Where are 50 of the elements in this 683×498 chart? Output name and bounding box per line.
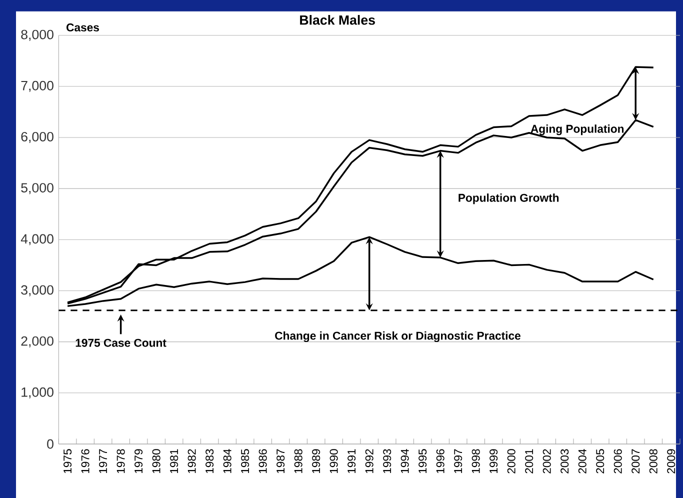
- x-tick-label: 1979: [134, 449, 143, 474]
- x-tick-label: 1990: [330, 449, 338, 474]
- y-tick-label: 0: [47, 439, 54, 449]
- x-tick-label: 2006: [614, 449, 622, 474]
- annotation: Change in Cancer Risk or Diagnostic Practice: [275, 331, 520, 342]
- chart-title: Black Males: [300, 14, 375, 25]
- x-tick-label: 1976: [81, 449, 90, 474]
- x-tick-label: 2003: [560, 449, 569, 474]
- x-tick-label: 1982: [188, 449, 196, 474]
- y-tick-label: 8,000: [21, 30, 54, 41]
- y-tick-label: 6,000: [21, 132, 54, 144]
- x-tick-label: 2005: [596, 449, 604, 474]
- x-tick-label: 1986: [258, 449, 267, 474]
- annotation: Population Growth: [458, 194, 559, 204]
- x-tick-label: 1994: [400, 449, 409, 474]
- x-tick-label: 1983: [206, 449, 214, 474]
- x-tick-label: 1992: [365, 449, 374, 474]
- x-tick-label: 1999: [490, 449, 498, 474]
- x-tick-label: 1988: [294, 449, 302, 474]
- x-tick-label: 1996: [436, 449, 444, 474]
- x-tick-label: 2008: [649, 449, 658, 474]
- y-tick-label: 1,000: [22, 387, 54, 398]
- x-tick-label: 2000: [507, 449, 516, 474]
- x-tick-label: 1975: [64, 449, 72, 474]
- x-tick-label: 1985: [241, 449, 250, 474]
- x-tick-label: 1995: [418, 449, 427, 474]
- x-tick-label: 2009: [667, 449, 676, 474]
- y-tick-label: 3,000: [21, 285, 54, 296]
- x-tick-label: 2007: [632, 449, 640, 474]
- x-tick-label: 1980: [152, 449, 160, 474]
- x-tick-label: 2001: [525, 449, 534, 474]
- y-axis-title: Cases: [66, 23, 99, 32]
- x-tick-label: 1978: [116, 449, 125, 474]
- x-tick-label: 1977: [99, 449, 108, 474]
- x-tick-label: 1991: [348, 449, 356, 474]
- x-tick-label: 1998: [472, 449, 480, 474]
- x-tick-label: 1997: [454, 449, 462, 474]
- x-tick-label: 2004: [578, 449, 586, 474]
- y-tick-label: 5,000: [21, 183, 54, 194]
- y-tick-label: 4,000: [20, 234, 54, 246]
- x-tick-label: 2002: [542, 449, 551, 474]
- annotation: Aging Population: [530, 124, 624, 136]
- x-tick-label: 1993: [383, 449, 392, 474]
- y-tick-label: 2,000: [21, 336, 54, 348]
- x-tick-label: 1984: [223, 449, 232, 474]
- y-tick-label: 7,000: [21, 80, 54, 92]
- x-tick-label: 1989: [312, 449, 320, 474]
- annotation: 1975 Case Count: [76, 338, 166, 347]
- x-tick-label: 1981: [170, 449, 178, 474]
- x-tick-label: 1987: [276, 449, 285, 474]
